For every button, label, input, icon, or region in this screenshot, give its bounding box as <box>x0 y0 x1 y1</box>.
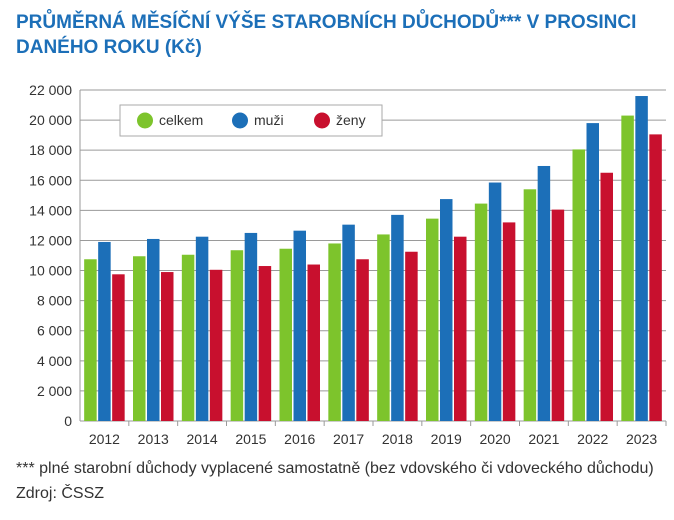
x-tick-label: 2015 <box>235 431 266 447</box>
legend-label: celkem <box>159 112 203 128</box>
bar-muzi <box>537 165 551 421</box>
bar-muzi <box>98 241 111 421</box>
bar-chart: 0 2 000 4 000 6 000 8 000 10 000 12 000 14 000 1… <box>29 82 667 447</box>
x-tick-label: 2020 <box>480 431 511 447</box>
y-tick-label: 6 000 <box>37 323 72 339</box>
bar-celkem <box>133 256 146 421</box>
legend-label: muži <box>254 112 284 128</box>
bar-muzi <box>391 214 404 421</box>
bar-zeny <box>161 272 174 421</box>
legend-marker <box>314 112 330 129</box>
x-tick-label: 2016 <box>284 431 315 447</box>
bar-celkem <box>230 250 244 421</box>
bar-celkem <box>426 218 439 421</box>
x-tick-label: 2022 <box>577 431 608 447</box>
bar-zeny <box>405 251 418 421</box>
bar-zeny <box>356 259 369 421</box>
y-tick-label: 2 000 <box>37 383 72 399</box>
y-tick-label: 10 000 <box>29 263 72 279</box>
y-tick-label: 14 000 <box>29 202 72 218</box>
bar-celkem <box>572 149 585 421</box>
x-tick-label: 2023 <box>626 431 657 447</box>
bar-muzi <box>440 199 453 421</box>
bar-zeny <box>649 134 662 421</box>
bar-celkem <box>279 248 292 421</box>
bar-celkem <box>377 234 390 421</box>
bar-muzi <box>635 96 648 421</box>
y-tick-label: 22 000 <box>29 82 72 98</box>
bar-muzi <box>195 236 209 421</box>
bar-muzi <box>293 230 306 421</box>
bar-zeny <box>502 222 516 421</box>
bar-celkem <box>523 189 537 421</box>
legend-label: ženy <box>336 112 366 128</box>
bar-celkem <box>181 254 195 421</box>
legend-box <box>119 104 383 137</box>
x-tick-label: 2019 <box>431 431 462 447</box>
y-tick-label: 0 <box>64 413 72 429</box>
x-tick-label: 2017 <box>333 431 364 447</box>
y-tick-label: 18 000 <box>29 142 72 158</box>
bar-celkem <box>474 203 488 421</box>
x-tick-label: 2021 <box>528 431 559 447</box>
bar-celkem <box>621 115 634 421</box>
bar-zeny <box>454 236 467 421</box>
bar-zeny <box>209 269 223 421</box>
y-tick-label: 8 000 <box>37 293 72 309</box>
x-tick-label: 2012 <box>89 431 120 447</box>
y-tick-label: 16 000 <box>29 172 72 188</box>
chart-title: PRŮMĚRNÁ MĚSÍČNÍ VÝŠE STAROBNÍCH DŮCHODŮ… <box>16 12 637 58</box>
bar-zeny <box>112 274 125 421</box>
footnote: *** plné starobní důchody vyplacené samo… <box>16 460 654 502</box>
y-tick-label: 20 000 <box>29 112 72 128</box>
bar-zeny <box>551 209 565 421</box>
bar-muzi <box>147 238 160 421</box>
y-tick-label: 4 000 <box>37 353 72 369</box>
chart-area: 0 2 000 4 000 6 000 8 000 10 000 12 000 14 000 1… <box>0 78 674 455</box>
bar-muzi <box>342 224 355 421</box>
x-tick-label: 2018 <box>382 431 413 447</box>
bar-muzi <box>244 232 258 421</box>
bar-celkem <box>328 243 341 421</box>
y-tick-label: 12 000 <box>29 232 72 248</box>
bar-zeny <box>258 266 272 421</box>
legend-marker <box>232 112 248 129</box>
x-tick-label: 2014 <box>187 431 218 447</box>
bar-celkem <box>84 259 97 421</box>
x-tick-label: 2013 <box>138 431 169 447</box>
bar-zeny <box>600 172 613 421</box>
bar-zeny <box>307 264 320 421</box>
legend-marker <box>137 112 153 129</box>
bar-muzi <box>586 123 599 421</box>
bar-muzi <box>488 182 502 421</box>
